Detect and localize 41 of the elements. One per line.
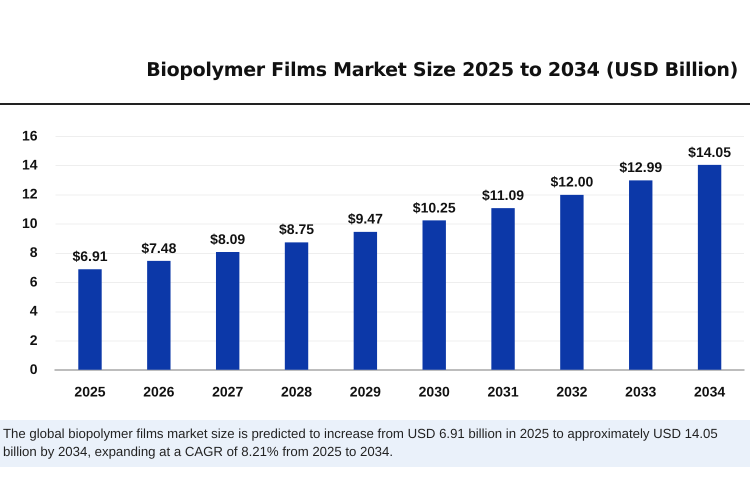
- bar: [698, 164, 722, 370]
- y-tick-label: 10: [22, 214, 38, 231]
- bar: [422, 220, 446, 370]
- x-tick-label: 2031: [487, 383, 519, 400]
- text: The global biopolymer films market size is predicted to increase from USD 6.91 billion in 2025 to approximately USD 14.05 billion by 2034, expanding at a CAGR of 8.21% from 2025 to 2034.: [0, 420, 750, 467]
- data-label: $11.09: [482, 187, 524, 204]
- bar: [78, 269, 102, 370]
- bar: [216, 252, 240, 370]
- data-label: $12.99: [619, 159, 662, 176]
- bar: [491, 208, 515, 370]
- x-tick-label: 2033: [625, 383, 657, 400]
- x-tick-label: 2026: [143, 383, 175, 400]
- bar: [354, 232, 378, 370]
- data-label: $8.09: [210, 230, 246, 247]
- y-tick-label: 14: [22, 156, 38, 172]
- x-tick-label: 2029: [350, 383, 382, 400]
- y-tick-label: 12: [22, 186, 38, 202]
- data-label: $6.91: [72, 248, 108, 264]
- x-tick-label: 2030: [418, 383, 450, 400]
- y-tick-label: 6: [30, 273, 38, 290]
- x-tick-label: 2027: [212, 383, 244, 400]
- data-label: $7.48: [141, 240, 177, 256]
- x-tick-label: 2034: [694, 383, 726, 400]
- x-tick-label: 2025: [74, 383, 106, 400]
- data-label: $14.05: [688, 144, 732, 160]
- y-tick-label: 8: [30, 244, 38, 260]
- x-tick-label: 2032: [556, 383, 588, 400]
- y-tick-label: 2: [30, 332, 38, 348]
- data-label: $10.25: [412, 199, 456, 216]
- x-tick-label: 2028: [280, 383, 312, 400]
- y-tick-label: 0: [30, 361, 38, 378]
- y-tick-label: 16: [22, 127, 38, 144]
- bar: [560, 194, 584, 370]
- chart-title: Biopolymer Films Market Size 2025 to 2034 (USD Billion): [146, 59, 738, 81]
- bar: [284, 242, 308, 370]
- data-label: $9.47: [348, 210, 384, 227]
- data-label: $8.75: [279, 221, 314, 238]
- bar: [629, 180, 652, 370]
- y-tick-label: 4: [30, 302, 38, 319]
- data-label: $12.00: [550, 174, 594, 190]
- bar: [147, 260, 171, 370]
